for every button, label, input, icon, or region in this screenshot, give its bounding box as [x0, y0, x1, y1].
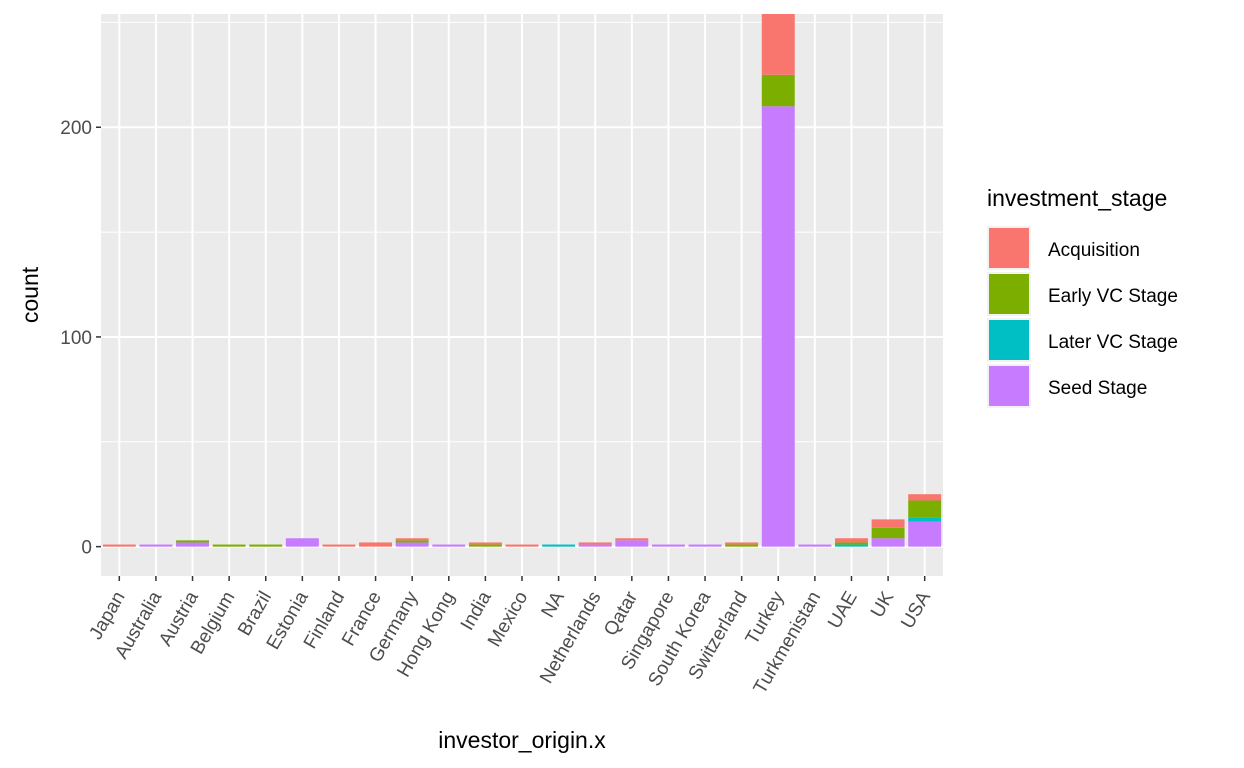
bar-segment [688, 544, 722, 547]
x-axis: JapanAustraliaAustriaBelgiumBrazilEstoni… [86, 576, 935, 698]
bars [102, 14, 942, 547]
bar-segment [651, 544, 685, 547]
legend-label: Later VC Stage [1048, 332, 1178, 353]
bar-segment [395, 542, 429, 547]
bar-segment [176, 542, 209, 547]
x-tick-label: NA [538, 588, 570, 622]
bar-segment [285, 538, 319, 547]
y-tick-label: 0 [81, 538, 92, 559]
legend-swatch [989, 274, 1029, 314]
bar-segment [578, 542, 612, 545]
bar-segment [505, 544, 539, 547]
bar-segment [835, 542, 868, 545]
bar-segment [908, 494, 942, 501]
bar-segment [615, 540, 649, 547]
legend-label: Early VC Stage [1048, 286, 1178, 307]
legend-swatch [989, 320, 1029, 360]
bar-segment [322, 544, 356, 547]
bar-segment [798, 544, 832, 547]
bar-segment [139, 544, 173, 547]
legend: investment_stage Acquisition Early VC Sta… [987, 185, 1178, 408]
bar-segment [249, 544, 283, 547]
y-tick-label: 100 [60, 328, 92, 349]
legend-label: Acquisition [1048, 240, 1140, 261]
y-axis: 0 100 200 [60, 118, 101, 559]
bar-segment [871, 519, 905, 528]
bar-segment [761, 14, 795, 75]
legend-title: investment_stage [987, 185, 1167, 211]
x-tick-label: UAE [824, 588, 862, 632]
x-axis-title: investor_origin.x [438, 727, 606, 753]
bar-segment [468, 544, 502, 547]
x-tick-label: India [457, 588, 496, 635]
x-tick-label: UK [867, 588, 899, 622]
bar-segment [176, 540, 209, 543]
bar-segment [725, 542, 759, 545]
bar-segment [871, 538, 905, 547]
gridlines [101, 14, 943, 576]
bar-segment [432, 544, 466, 547]
x-tick-label: USA [897, 588, 935, 633]
bar-segment [615, 538, 649, 541]
bar-segment [835, 544, 868, 547]
bar-segment [578, 544, 612, 547]
bar-segment [761, 106, 795, 547]
bar-segment [212, 544, 246, 547]
bar-segment [908, 500, 942, 518]
bar-segment [725, 544, 759, 547]
legend-label: Seed Stage [1048, 378, 1147, 399]
bar-segment [395, 538, 429, 541]
bar-segment [102, 544, 136, 547]
bar-segment [871, 527, 905, 539]
legend-swatch [989, 366, 1029, 406]
bar-segment [908, 521, 942, 547]
bar-segment [908, 517, 942, 522]
bar-segment [835, 538, 868, 543]
y-tick-label: 200 [60, 118, 92, 139]
bar-segment [542, 544, 576, 547]
bar-segment [395, 540, 429, 543]
y-axis-title: count [17, 266, 43, 323]
bar-segment [761, 74, 795, 107]
bar-segment [359, 542, 393, 547]
legend-swatch [989, 228, 1029, 268]
bar-segment [468, 542, 502, 545]
